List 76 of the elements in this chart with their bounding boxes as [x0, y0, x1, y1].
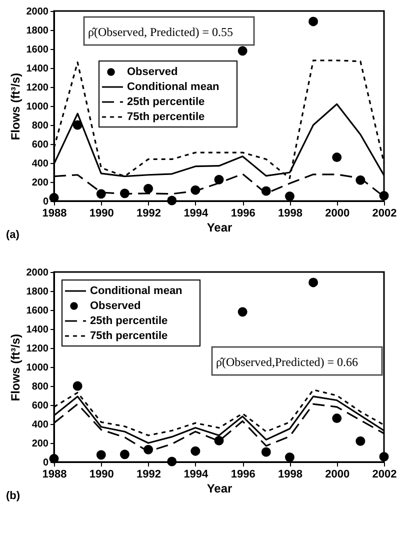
x-tick-label: 2000	[325, 208, 350, 220]
annotation: ρ̂(Observed,Predicted) = 0.66	[216, 355, 358, 369]
x-tick-label: 1988	[42, 468, 67, 480]
y-tick-label: 2000	[26, 268, 49, 278]
point	[72, 381, 82, 391]
y-tick-label: 1800	[26, 26, 49, 36]
x-tick-label: 1994	[184, 208, 210, 220]
x-tick-label: 1998	[278, 208, 302, 220]
y-tick-label: 1600	[26, 44, 49, 56]
x-tick-label: 1996	[230, 468, 256, 480]
x-tick-label: 1990	[89, 208, 114, 220]
legend-label: 75th percentile	[127, 111, 205, 123]
point	[238, 46, 248, 56]
legend-label: 25th percentile	[90, 315, 168, 327]
y-tick-label: 800	[32, 120, 49, 132]
annotation: ρ̂(Observed, Predicted) = 0.55	[88, 25, 234, 39]
y-tick-label: 200	[32, 178, 49, 188]
point	[120, 450, 130, 460]
point	[284, 192, 294, 201]
x-axis-title: Year	[206, 220, 233, 234]
y-tick-label: 800	[32, 382, 49, 392]
y-tick-label: 1400	[26, 64, 49, 74]
x-tick-label: 1992	[136, 468, 162, 480]
point	[49, 454, 59, 464]
y-tick-label: 200	[32, 438, 49, 450]
y-tick-label: 1000	[26, 102, 49, 112]
legend-label: Observed	[90, 300, 141, 312]
point	[167, 456, 177, 466]
y-tick-label: 400	[32, 158, 49, 170]
y-tick-label: 2000	[26, 6, 49, 18]
x-tick-label: 1994	[184, 468, 210, 480]
x-tick-label: 1996	[230, 208, 256, 220]
y-tick-label: 400	[32, 420, 49, 430]
point	[308, 278, 318, 288]
y-tick-label: 1000	[26, 362, 49, 374]
y-tick-label: 1400	[26, 324, 49, 336]
point	[238, 307, 248, 317]
x-tick-label: 2002	[372, 468, 397, 480]
point	[284, 452, 294, 462]
legend-label: 25th percentile	[127, 96, 205, 108]
point	[308, 16, 318, 26]
point	[261, 447, 271, 457]
y-tick-label: 600	[32, 400, 49, 412]
x-tick-label: 2000	[325, 468, 350, 480]
point	[379, 191, 389, 201]
point	[96, 450, 106, 460]
legend-label: 75th percentile	[90, 330, 168, 342]
y-tick-label: 1200	[26, 344, 49, 354]
legend-label: Conditional mean	[127, 81, 220, 93]
y-tick-label: 1200	[26, 82, 49, 94]
y-axis-title: Flows (ft³/s)	[8, 334, 22, 402]
point	[332, 414, 342, 424]
point	[49, 192, 59, 202]
text: (b)	[6, 490, 20, 502]
y-tick-label: 0	[42, 458, 49, 468]
legend-label: Conditional mean	[90, 285, 183, 297]
point	[190, 446, 200, 456]
x-tick-label: 2002	[372, 208, 397, 220]
legend-label: Observed	[127, 66, 178, 78]
point	[96, 189, 106, 199]
y-tick-label: 600	[32, 140, 49, 150]
text: (a)	[6, 229, 20, 241]
y-tick-label: 1600	[26, 306, 49, 316]
x-tick-label: 1992	[136, 208, 162, 220]
y-tick-label: 1800	[26, 286, 49, 298]
y-tick-label: 0	[42, 196, 49, 208]
x-axis-title: Year	[206, 482, 233, 496]
y-axis-title: Flows (ft³/s)	[8, 72, 22, 140]
point	[167, 196, 177, 206]
x-tick-label: 1998	[278, 468, 302, 480]
x-tick-label: 1988	[42, 208, 67, 220]
point	[356, 436, 366, 446]
point	[144, 184, 154, 194]
point	[332, 152, 342, 162]
x-tick-label: 1990	[89, 468, 114, 480]
point	[379, 452, 389, 462]
